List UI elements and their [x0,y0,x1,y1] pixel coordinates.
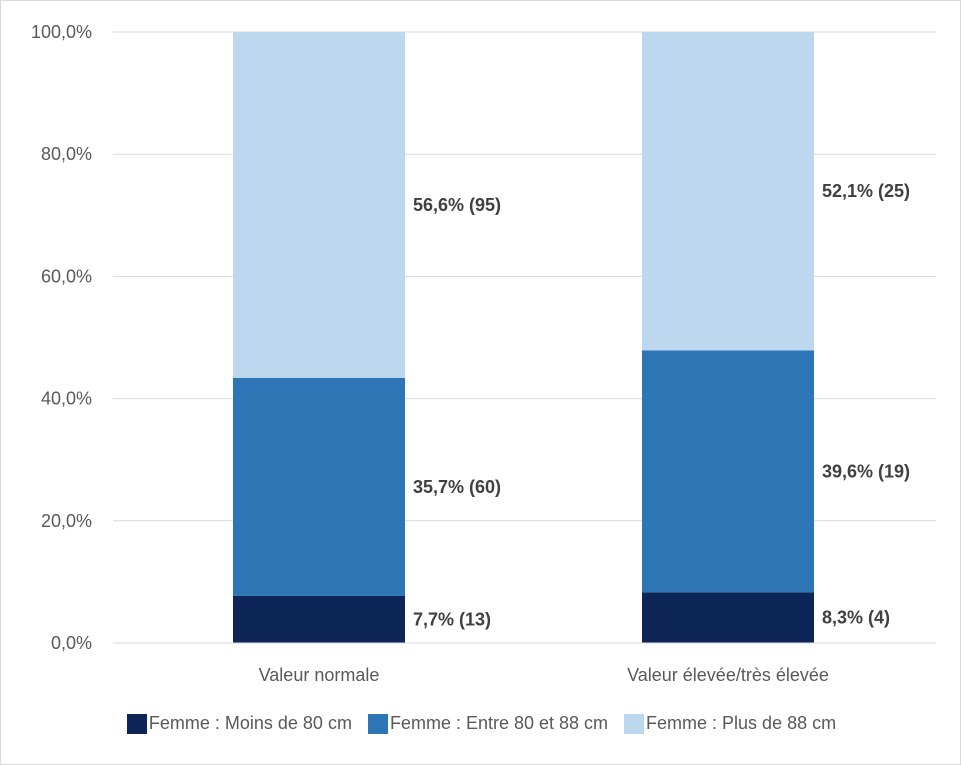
data-label: 52,1% (25) [822,181,910,201]
legend-label: Femme : Plus de 88 cm [646,713,837,733]
y-tick-label: 40,0% [41,389,92,409]
bar-segment [233,595,405,643]
y-tick-label: 20,0% [41,511,92,531]
x-category-label: Valeur normale [259,665,380,685]
y-tick-label: 60,0% [41,266,92,286]
bar-segment [642,32,814,351]
data-labels: 7,7% (13) 35,7% (60) 56,6% (95) 8,3% (4) 39,… [413,181,910,629]
legend-label: Femme : Moins de 80 cm [148,713,352,733]
data-label: 8,3% (4) [822,608,890,628]
y-tick-label: 100,0% [31,22,92,42]
bars [233,32,814,643]
bar-segment [233,377,405,596]
x-axis-category-labels: Valeur normale Valeur élevée/très élevée [259,665,829,685]
x-category-label: Valeur élevée/très élevée [627,665,829,685]
legend-item: Femme : Moins de 80 cm [126,713,352,734]
data-label: 7,7% (13) [413,609,491,629]
legend-item: Femme : Entre 80 et 88 cm [367,713,609,734]
data-label: 39,6% (19) [822,461,910,481]
legend-label: Femme : Entre 80 et 88 cm [389,713,609,733]
legend-swatch [367,713,388,734]
bar-segment [233,32,405,378]
legend-swatch [126,713,147,734]
bar-segment [642,350,814,593]
data-label: 56,6% (95) [413,195,501,215]
y-axis-tick-labels: 0,0% 20,0% 40,0% 60,0% 80,0% 100,0% [31,22,92,653]
stacked-bar-chart: 0,0% 20,0% 40,0% 60,0% 80,0% 100,0% 7,7% (13)… [31,22,936,685]
data-label: 35,7% (60) [413,477,501,497]
y-tick-label: 80,0% [41,144,92,164]
legend: Femme : Moins de 80 cm Femme : Entre 80 e… [1,713,961,734]
bar-segment [642,592,814,643]
y-tick-label: 0,0% [51,633,92,653]
legend-swatch [624,713,645,734]
legend-item: Femme : Plus de 88 cm [624,713,836,734]
